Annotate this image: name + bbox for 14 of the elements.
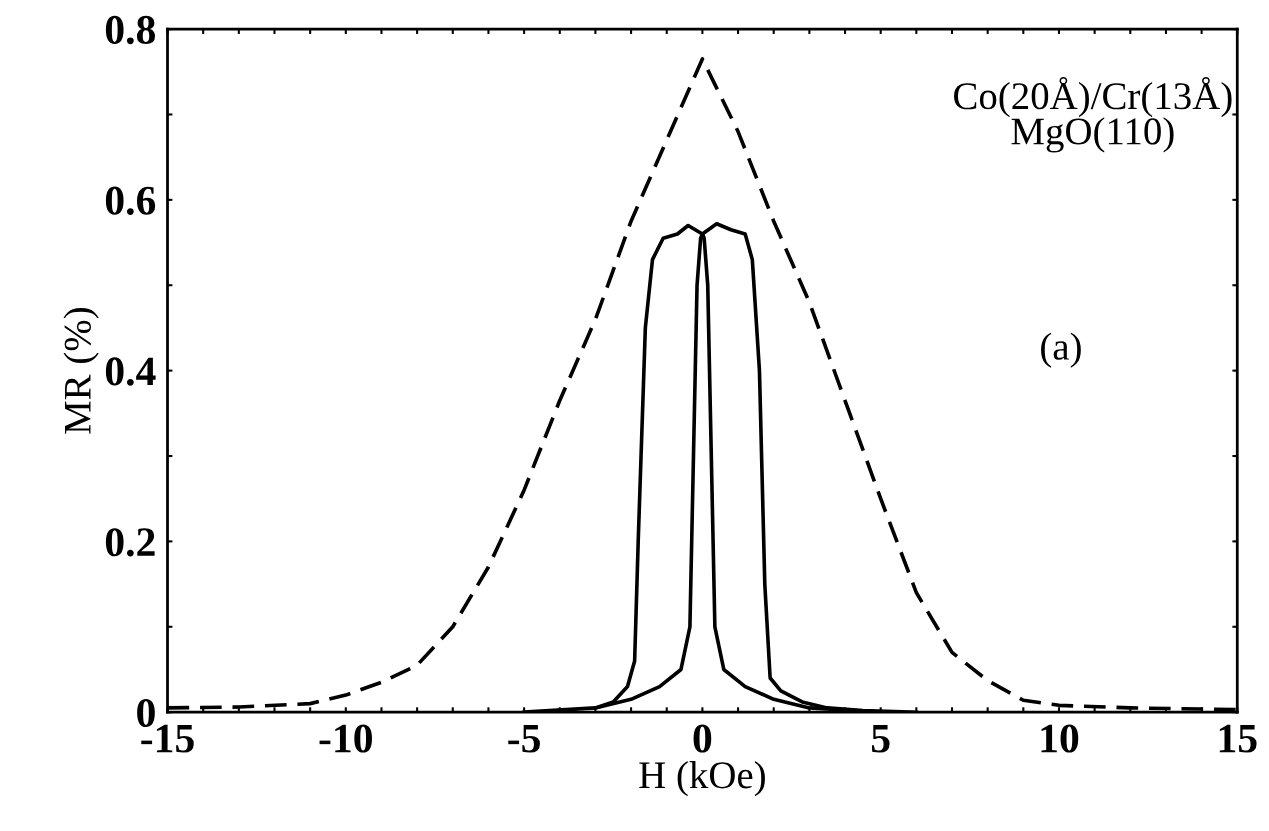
annotation: Co(20Å)/Cr(13Å) MgO(110) [954, 76, 1232, 153]
x-tick-label: 5 [871, 724, 890, 753]
y-axis-title: MR (%) [63, 308, 99, 434]
x-tick-label: -10 [319, 724, 372, 753]
annotation: (a) [1041, 332, 1081, 368]
y-tick-label: 0.4 [105, 357, 156, 386]
y-tick-label: 0.2 [105, 528, 155, 557]
x-tick-label: 15 [1219, 724, 1257, 753]
x-tick-label: 0 [693, 724, 712, 753]
x-tick-label: 10 [1041, 724, 1079, 753]
y-tick-label: 0.8 [105, 15, 156, 45]
x-axis-title: H (kOe) [639, 761, 765, 797]
x-tick-label: -5 [508, 724, 540, 753]
y-tick-label: 0.6 [105, 186, 156, 215]
